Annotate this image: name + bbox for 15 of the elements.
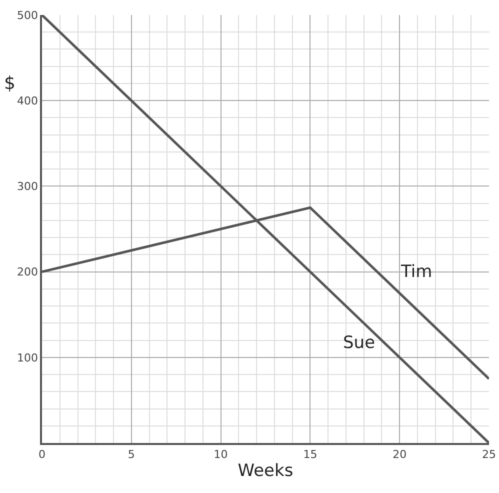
x-tick-label: 0 bbox=[38, 448, 46, 461]
x-tick-label: 10 bbox=[214, 448, 228, 461]
x-tick-label: 15 bbox=[303, 448, 318, 461]
y-tick-label: 100 bbox=[17, 351, 38, 364]
x-tick-label: 25 bbox=[482, 448, 496, 461]
y-tick-label: 200 bbox=[17, 266, 38, 279]
y-tick-label: 400 bbox=[17, 94, 38, 108]
series-label: Tim bbox=[400, 262, 432, 282]
x-axis-title: Weeks bbox=[238, 460, 294, 481]
y-tick-label: 300 bbox=[17, 180, 38, 194]
y-axis-title: $ bbox=[4, 73, 16, 94]
x-tick-label: 5 bbox=[128, 448, 135, 461]
series-label: Sue bbox=[343, 333, 376, 353]
x-tick-label: 20 bbox=[392, 448, 407, 461]
y-tick-label: 500 bbox=[17, 8, 38, 22]
